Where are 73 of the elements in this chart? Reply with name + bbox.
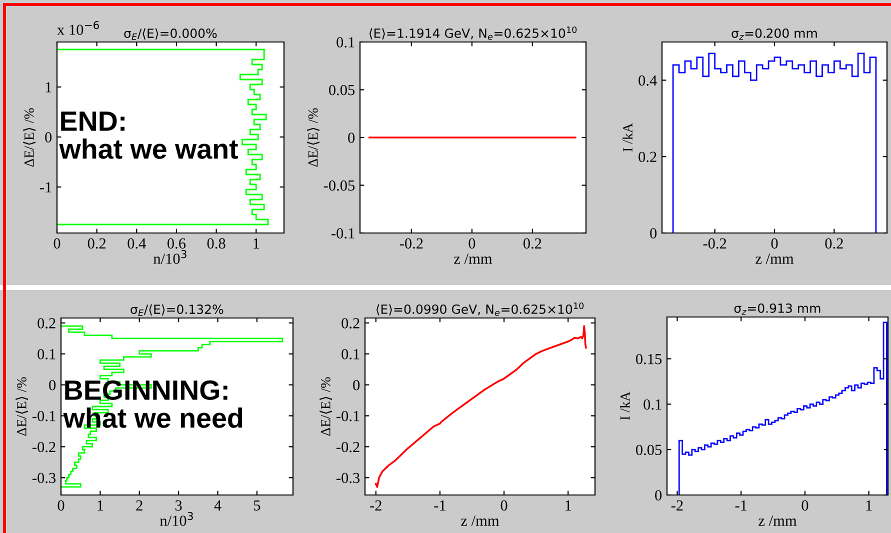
y-tick-label: -0.1 xyxy=(32,410,56,422)
y-tick-label: 0 xyxy=(353,380,360,390)
x-axis-title: n/10$^{3}$ xyxy=(154,250,186,264)
y-tick-label: 0.2 xyxy=(38,318,56,328)
chart-title: σ$_{E}$/⟨E⟩=0.132% xyxy=(130,304,224,316)
x-tick-label: 0 xyxy=(468,238,476,249)
y-tick-label: 0.1 xyxy=(38,349,56,360)
y-tick-label: 0 xyxy=(650,228,657,238)
y-tick-label: -0.1 xyxy=(332,228,354,239)
x-axis-title: z /mm xyxy=(454,254,492,264)
x-tick-label: -2 xyxy=(671,500,683,510)
y-tick-label: -0.1 xyxy=(336,410,360,422)
y-tick-label: 0 xyxy=(49,380,56,390)
text: x 10$^{−6}$ xyxy=(57,21,99,35)
y-tick-label: -0.3 xyxy=(336,472,360,484)
x-tick-label: 2 xyxy=(136,500,142,510)
y-tick-label: 0.05 xyxy=(328,84,355,96)
x-tick-label: 0 xyxy=(58,500,64,511)
x-tick-label: 0.2 xyxy=(88,238,106,249)
x-tick-label: -2 xyxy=(370,500,382,510)
y-axis-title: ΔE/⟨E⟩ /% xyxy=(23,108,36,167)
line-series xyxy=(374,325,587,488)
y-axis-title: ΔE/⟨E⟩ /% xyxy=(307,108,320,167)
y-axis-title: ΔE/⟨E⟩ /% xyxy=(320,377,332,436)
x-tick-label: 0.4 xyxy=(128,238,146,249)
y-tick-label: -0.2 xyxy=(32,442,56,452)
x-tick-label: 5 xyxy=(254,500,260,511)
y-tick-label: 0.05 xyxy=(636,444,662,456)
x-tick-label: 0 xyxy=(802,500,808,511)
x-tick-label: 1 xyxy=(254,238,260,248)
y-tick-label: 0.1 xyxy=(342,349,360,360)
x-tick-label: 3 xyxy=(175,500,182,511)
y-tick-label: -1 xyxy=(40,182,52,192)
y-axis-title: I /kA xyxy=(622,123,632,152)
y-tick-label: 0 xyxy=(348,132,355,143)
x-axis-title: n/10$^{3}$ xyxy=(160,512,193,526)
x-tick-label: 1 xyxy=(566,500,571,510)
x-tick-label: 0 xyxy=(771,238,778,249)
chart-title: σ$_{E}$/⟨E⟩=0.000% xyxy=(124,28,217,40)
y-tick-label: -0.05 xyxy=(324,180,355,191)
chart-title: ⟨E⟩=1.1914 GeV, N$_{e}$=0.625×10$^{10}$ xyxy=(369,26,577,40)
x-axis-title: z /mm xyxy=(756,254,794,264)
y-tick-label: -0.3 xyxy=(32,472,56,484)
y-tick-label: 0.1 xyxy=(336,37,354,48)
x-tick-label: -0.2 xyxy=(703,238,726,249)
y-axis-title: I /kA xyxy=(620,392,630,420)
y-tick-label: 0.2 xyxy=(342,318,360,328)
annotation: END: what we want xyxy=(59,112,238,159)
chart-title: σ$_{z}$=0.913 mm xyxy=(734,303,820,315)
chart-title: ⟨E⟩=0.0990 GeV, N$_{e}$=0.625×10$^{10}$ xyxy=(376,302,584,316)
x-tick-label: 0.8 xyxy=(207,238,226,249)
y-tick-label: 0.15 xyxy=(636,354,662,364)
x-tick-label: 4 xyxy=(214,500,222,510)
x-tick-label: -1 xyxy=(735,500,747,510)
chart-title: σ$_{z}$=0.200 mm xyxy=(732,28,817,40)
x-tick-label: -0.2 xyxy=(400,238,423,249)
x-axis-title: z /mm xyxy=(461,516,500,526)
y-tick-label: 1 xyxy=(46,82,52,92)
y-tick-label: 0 xyxy=(45,132,52,142)
x-tick-label: 1 xyxy=(98,500,104,510)
x-tick-label: 0.6 xyxy=(168,238,186,249)
x-tick-label: 0.2 xyxy=(825,238,843,249)
x-axis-title: z /mm xyxy=(758,516,797,526)
y-axis-title: ΔE/⟨E⟩ /% xyxy=(16,377,28,436)
y-tick-label: 0.4 xyxy=(638,75,657,86)
x-tick-label: 1 xyxy=(866,500,872,510)
y-tick-label: 0.1 xyxy=(644,399,662,410)
x-tick-label: -1 xyxy=(434,500,446,510)
y-tick-label: 0 xyxy=(655,490,662,500)
x-tick-label: 0.2 xyxy=(523,238,542,249)
x-tick-label: 0 xyxy=(500,500,508,511)
y-tick-label: -0.2 xyxy=(336,442,360,452)
y-tick-label: 0.2 xyxy=(638,152,656,162)
